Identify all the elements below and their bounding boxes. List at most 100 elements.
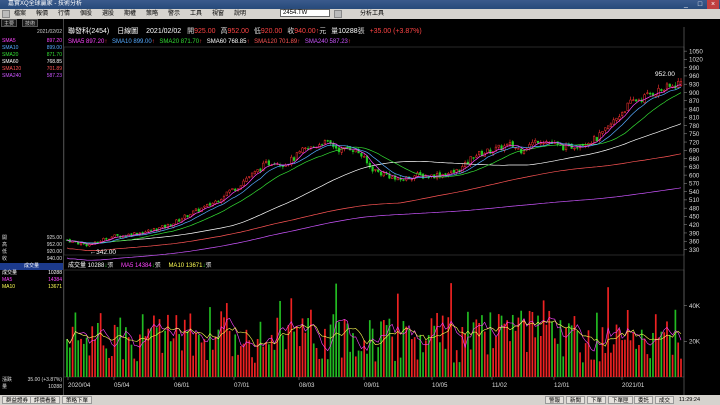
menu-file[interactable]: 檔案: [14, 11, 27, 17]
sma240-legend: SMA240 587.23: [304, 39, 348, 45]
volume-bar: [228, 330, 231, 377]
vol-value: 14384: [48, 277, 62, 283]
candle-body: [581, 144, 584, 146]
status-news[interactable]: 新聞: [566, 396, 586, 404]
volume-bar: [632, 332, 635, 377]
up-arrow-icon: ↑: [347, 39, 351, 45]
tab-main[interactable]: 主要: [1, 19, 18, 27]
volume-bar: [324, 328, 326, 377]
y-tick-label: 420: [689, 222, 700, 229]
menu-window[interactable]: 視窗: [212, 11, 225, 17]
status-orders[interactable]: 委託: [634, 396, 654, 404]
analysis-tools-menu[interactable]: 分析工具: [360, 11, 385, 17]
volume-bar: [200, 342, 203, 377]
maximize-button[interactable]: □: [697, 1, 703, 8]
y-tick-label: 900: [689, 90, 700, 97]
vol-ma10-legend: MA10 13671: [168, 263, 203, 269]
volume-bar: [141, 314, 144, 377]
volume-bar: [197, 334, 200, 377]
candle-body: [612, 119, 615, 125]
candle-body: [506, 143, 509, 146]
volume-bar: [596, 312, 598, 377]
volume-bar: [139, 334, 141, 377]
volume-bar: [497, 314, 500, 377]
candle-body: [208, 203, 212, 206]
search-icon[interactable]: [334, 10, 342, 18]
status-evaluate[interactable]: 評價看盤: [30, 396, 61, 404]
volume-bar: [545, 324, 548, 377]
volume-bar: [411, 339, 413, 377]
close-button[interactable]: ×: [707, 0, 719, 9]
ohlc-label: 開: [2, 235, 8, 241]
candle-body: [253, 171, 256, 175]
sma10-line: [66, 86, 682, 244]
volume-bar: [284, 349, 287, 377]
candle-body: [267, 160, 270, 166]
sma5-legend: SMA5 897.20: [68, 39, 105, 45]
sma-row: SMA5 897.20: [2, 38, 62, 45]
down-arrow-icon: ↓: [151, 263, 155, 269]
volume-bar: [419, 334, 422, 377]
candle-body: [351, 150, 355, 152]
volume-bar: [458, 362, 461, 377]
candle-body: [475, 155, 478, 158]
menu-help[interactable]: 說明: [234, 11, 247, 17]
status-broker[interactable]: 群益證券: [2, 396, 33, 404]
volume-bar: [125, 327, 127, 377]
status-order-box[interactable]: 下單匣: [608, 396, 633, 404]
volume-bar: [270, 334, 273, 377]
status-strategy[interactable]: 策略下單: [62, 396, 93, 404]
status-alert[interactable]: 警報: [545, 396, 565, 404]
volume-bar: [329, 324, 332, 377]
y-tick-label: 690: [689, 148, 700, 155]
high-value: 952.00: [227, 28, 249, 35]
chart-area[interactable]: 聯發科(2454) 日線圖 2021/02/02 開925.00 高952.00…: [64, 27, 720, 395]
menu-options[interactable]: 期權: [124, 11, 137, 17]
candle-body: [105, 238, 108, 240]
volume-bar: [422, 352, 424, 377]
minimize-button[interactable]: _: [684, 1, 688, 8]
volume-bar: [506, 320, 509, 377]
tab-technical[interactable]: 技術: [22, 19, 39, 27]
status-order[interactable]: 下單: [587, 396, 607, 404]
volume-bar: [82, 343, 85, 377]
volume-bar: [158, 319, 161, 377]
y-tick-label: 1020: [689, 57, 703, 64]
candle-body: [635, 99, 638, 102]
menu-quote[interactable]: 報價: [36, 11, 49, 17]
menu-alert[interactable]: 警示: [168, 11, 181, 17]
stock-code-input[interactable]: 2454.TW: [280, 9, 330, 17]
sma-value: 768.85: [46, 59, 62, 65]
sma120-line: [66, 153, 682, 251]
up-arrow-icon: ↑: [151, 39, 155, 45]
volume-bar: [71, 326, 74, 377]
volume-bar: [607, 287, 609, 377]
menu-market[interactable]: 行情: [58, 11, 71, 17]
candle-body: [450, 170, 453, 174]
candle-body: [562, 144, 565, 151]
candle-body: [405, 176, 408, 181]
high-label: 高: [220, 28, 228, 35]
y-tick-label: 870: [689, 98, 700, 105]
x-tick-label: 07/01: [234, 382, 250, 389]
volume-bar: [282, 335, 284, 377]
vol-row: 成交量 10288: [2, 270, 62, 277]
candle-body: [665, 83, 669, 90]
volume-bar: [450, 283, 452, 377]
volume-bar: [223, 317, 225, 377]
y-tick-label: 990: [689, 65, 700, 72]
menu-strategy[interactable]: 策略: [146, 11, 159, 17]
status-fills[interactable]: 成交: [655, 396, 675, 404]
volume-bar: [453, 362, 455, 377]
candle-body: [164, 224, 167, 228]
volume-section-title: 成交量: [0, 263, 63, 270]
y-tick-label: 720: [689, 139, 700, 146]
volume-bar: [534, 337, 537, 377]
volume-bar: [610, 352, 612, 377]
menu-screen[interactable]: 選股: [102, 11, 115, 17]
volume-bar: [657, 337, 660, 377]
menu-tools[interactable]: 工具: [190, 11, 203, 17]
volume-bar: [276, 317, 279, 377]
menu-stock[interactable]: 個股: [80, 11, 93, 17]
